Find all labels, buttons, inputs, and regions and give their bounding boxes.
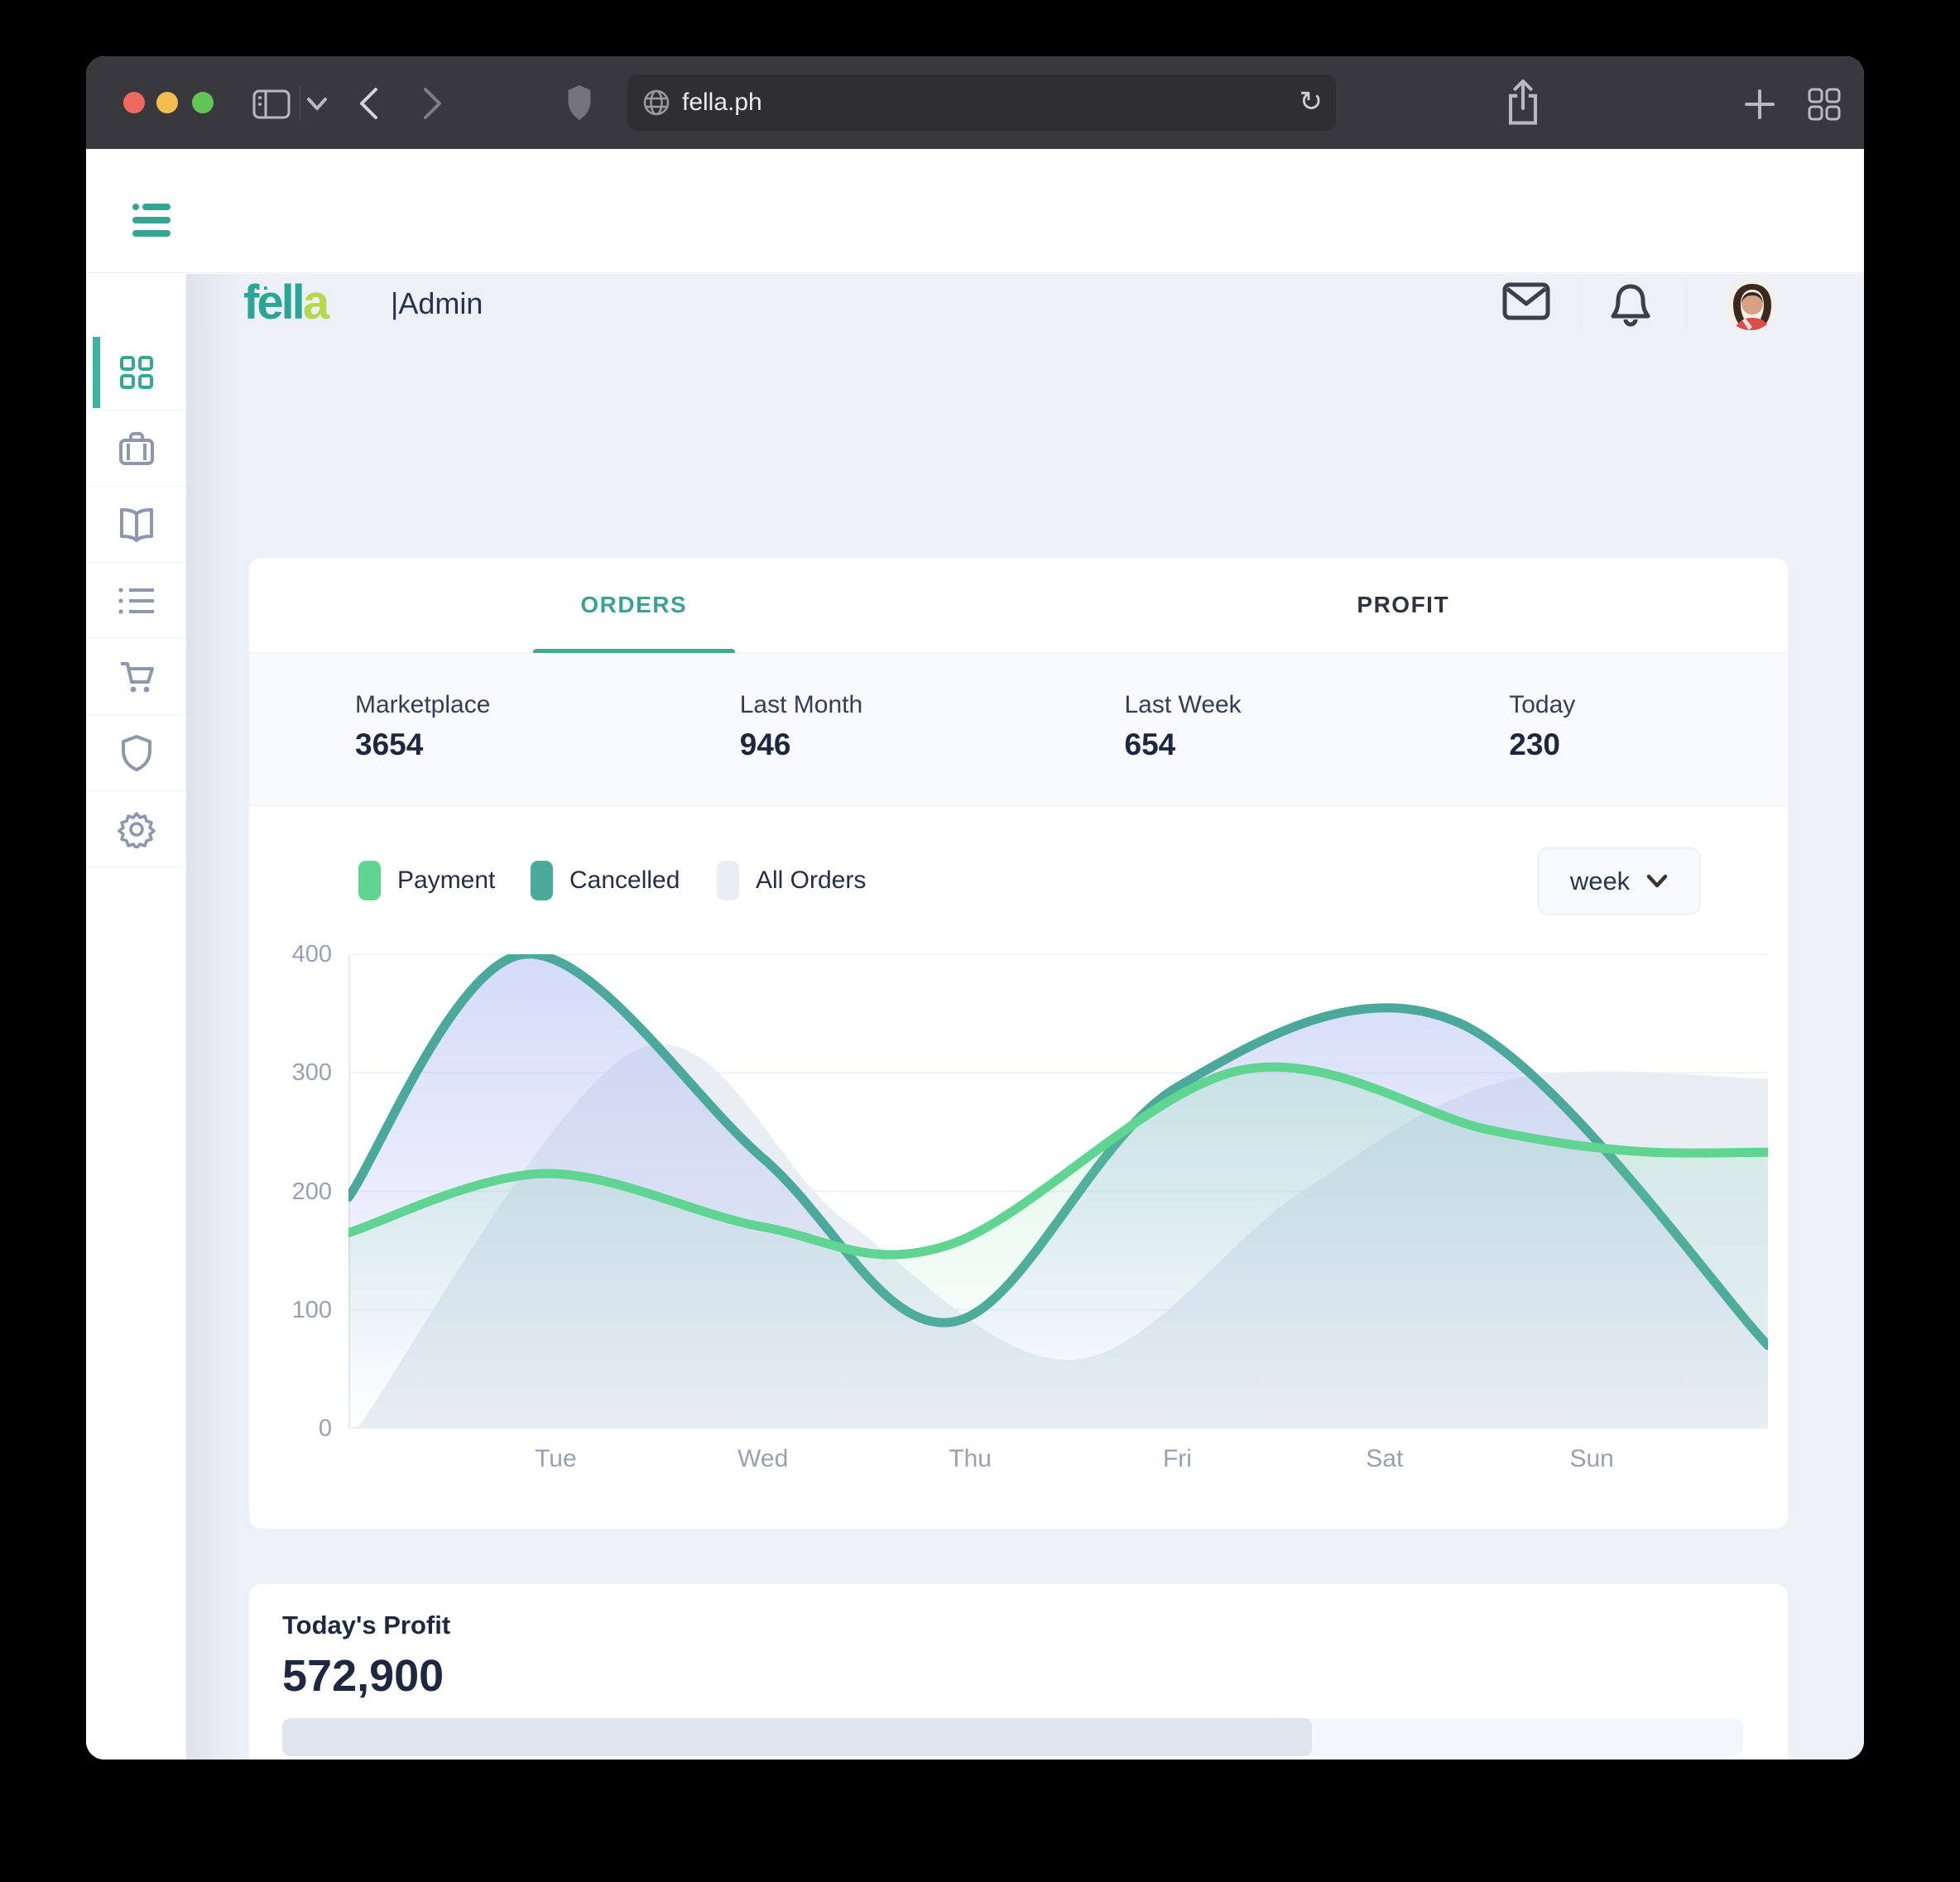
todays-profit-label: Today's Profit <box>282 1611 451 1640</box>
orders-line-chart <box>348 954 1768 1428</box>
legend-swatch-payment <box>358 861 381 900</box>
logo-dots: .. <box>255 270 271 295</box>
workspace-label: |Admin <box>391 286 483 320</box>
header-divider <box>1687 280 1688 328</box>
menu-hamburger-icon[interactable] <box>132 204 171 237</box>
browser-toolbar: fella.ph ↻ <box>86 56 1864 149</box>
sidebar-item-catalog[interactable] <box>86 487 186 563</box>
sidebar <box>86 274 239 1760</box>
stat-last-week: Last Week 654 <box>1124 691 1242 761</box>
sidebar-shadow <box>186 274 239 1760</box>
todays-profit-value: 572,900 <box>282 1651 444 1701</box>
sidebar-item-settings[interactable] <box>86 791 186 867</box>
share-icon[interactable] <box>1505 78 1541 127</box>
range-select-value: week <box>1569 866 1631 895</box>
stat-marketplace: Marketplace 3654 <box>355 691 491 761</box>
x-axis-tick: Thu <box>949 1445 992 1472</box>
legend-swatch-cancelled <box>531 861 553 900</box>
orders-overview-card: ORDERS PROFIT Marketplace 3654 Last Mont… <box>248 557 1789 1529</box>
stats-row: Marketplace 3654 Last Month 946 Last Wee… <box>249 653 1788 806</box>
mail-icon[interactable] <box>1501 281 1551 321</box>
x-axis-tick: Sat <box>1366 1445 1404 1472</box>
sidebar-item-security[interactable] <box>86 715 186 791</box>
y-axis-tick: 0 <box>318 1415 332 1442</box>
minimize-window-button[interactable] <box>156 92 178 113</box>
shopping-cart-icon <box>120 661 154 692</box>
avatar-image <box>1724 277 1777 330</box>
avatar[interactable] <box>1722 276 1779 332</box>
stat-today: Today 230 <box>1509 691 1576 761</box>
profit-progress-fill <box>282 1718 1313 1756</box>
list-icon <box>118 587 154 614</box>
y-axis-tick: 200 <box>291 1178 332 1205</box>
privacy-shield-icon[interactable] <box>564 84 594 122</box>
sidebar-item-lists[interactable] <box>86 563 186 639</box>
header-divider <box>1580 280 1581 328</box>
browser-window: fella.ph ↻ .. fella |Admin <box>86 56 1864 1760</box>
address-bar[interactable]: fella.ph ↻ <box>627 74 1336 131</box>
url-text: fella.ph <box>682 89 762 116</box>
globe-icon <box>643 89 670 116</box>
notification-bell-icon[interactable] <box>1607 281 1654 329</box>
legend-all-orders: All Orders <box>717 846 866 915</box>
profit-summary-card: Today's Profit 572,900 Better than last … <box>248 1583 1789 1760</box>
card-tabs: ORDERS PROFIT <box>249 558 1788 653</box>
briefcase-icon <box>118 431 154 465</box>
gear-icon <box>117 811 156 848</box>
tab-profit[interactable]: PROFIT <box>1357 592 1450 617</box>
profit-progress-bar <box>282 1718 1743 1756</box>
reload-icon[interactable]: ↻ <box>1299 86 1323 118</box>
legend-cancelled: Cancelled <box>531 846 680 915</box>
close-window-button[interactable] <box>123 92 145 113</box>
tab-overview-icon[interactable] <box>1806 86 1842 122</box>
open-book-icon <box>119 507 153 542</box>
sidebar-item-products[interactable] <box>86 410 186 487</box>
tab-orders[interactable]: ORDERS <box>249 558 1019 652</box>
app-header: .. fella |Admin <box>86 149 1864 332</box>
range-select[interactable]: week <box>1538 847 1700 915</box>
sidebar-toggle-icon[interactable] <box>252 88 291 121</box>
header-divider <box>207 280 208 328</box>
shield-icon <box>121 734 151 771</box>
dashboard-grid-icon <box>119 355 153 389</box>
zoom-window-button[interactable] <box>192 92 214 113</box>
forward-button-icon[interactable] <box>422 86 444 121</box>
chart-legend: Payment Cancelled All Orders week <box>249 846 1788 915</box>
chevron-down-icon <box>1646 874 1668 887</box>
stat-last-month: Last Month 946 <box>739 691 863 761</box>
chevron-down-icon[interactable] <box>305 96 329 113</box>
app-body: ORDERS PROFIT Marketplace 3654 Last Mont… <box>86 274 1864 1760</box>
y-axis-tick: 400 <box>291 941 332 967</box>
x-axis-tick: Wed <box>737 1445 789 1472</box>
x-axis-tick: Tue <box>535 1445 577 1472</box>
app-logo[interactable]: .. fella <box>243 270 329 329</box>
legend-payment: Payment <box>358 846 495 915</box>
sidebar-item-dashboard[interactable] <box>86 334 186 410</box>
back-button-icon[interactable] <box>358 86 379 121</box>
new-tab-icon[interactable] <box>1741 86 1778 122</box>
sidebar-item-orders[interactable] <box>86 639 186 715</box>
y-axis-tick: 100 <box>291 1296 332 1323</box>
legend-swatch-all-orders <box>717 861 739 900</box>
y-axis-tick: 300 <box>291 1059 332 1087</box>
x-axis-tick: Sun <box>1569 1445 1614 1472</box>
x-axis-tick: Fri <box>1162 1445 1192 1472</box>
